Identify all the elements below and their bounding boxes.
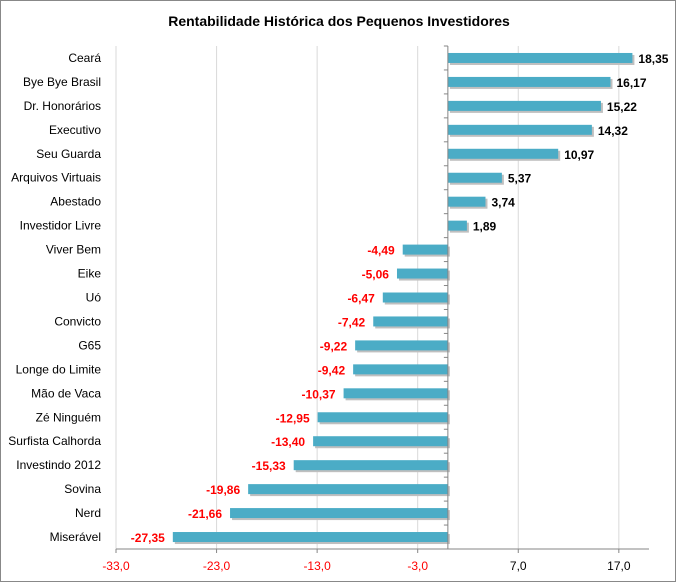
bar [447, 124, 592, 135]
labels: -33,0 -23,0 -13,0 -3,0 7,0 17,0 18,35 Ceará 16,1… [8, 51, 668, 573]
category-label: Ceará [68, 51, 101, 65]
data-label: -21,66 [188, 507, 222, 521]
data-label: -4,49 [367, 244, 395, 258]
bar [373, 316, 448, 327]
data-label: 18,35 [638, 52, 668, 66]
data-label: 15,22 [607, 100, 637, 114]
bar [382, 292, 448, 303]
data-label: -13,40 [271, 435, 305, 449]
bars [172, 52, 635, 545]
bar [248, 484, 448, 495]
category-label: Seu Guarda [36, 147, 101, 161]
category-label: Executivo [49, 123, 101, 137]
category-label: Miserável [50, 530, 101, 544]
bar [447, 52, 633, 63]
category-label: Surfista Calhorda [8, 434, 101, 448]
category-label: Zé Ninguém [36, 410, 101, 424]
bar [293, 460, 448, 471]
data-label: 10,97 [564, 148, 594, 162]
bar [353, 364, 448, 375]
data-label: -9,42 [318, 363, 346, 377]
bar [396, 268, 448, 279]
x-tick-label: -3,0 [407, 559, 428, 573]
x-tick-label: 17,0 [607, 559, 631, 573]
category-label: Viver Bem [46, 243, 101, 257]
data-label: 14,32 [598, 124, 628, 138]
x-tick-label: 7,0 [510, 559, 527, 573]
data-label: -19,86 [206, 483, 240, 497]
bar [230, 508, 448, 519]
category-label: Abestado [50, 195, 101, 209]
category-label: Convicto [54, 314, 101, 328]
bar [343, 388, 448, 399]
data-label: -5,06 [362, 268, 390, 282]
category-label: Eike [78, 267, 102, 281]
category-label: Sovina [64, 482, 101, 496]
bar [447, 76, 611, 87]
data-label: -12,95 [276, 411, 310, 425]
category-label: G65 [78, 338, 101, 352]
data-label: 1,89 [473, 220, 497, 234]
bar [447, 220, 467, 231]
x-tick-label: -13,0 [303, 559, 331, 573]
bar [447, 100, 601, 111]
data-label: -15,33 [252, 459, 286, 473]
category-label: Investidor Livre [20, 219, 102, 233]
category-label: Longe do Limite [16, 362, 102, 376]
category-label: Investindo 2012 [16, 458, 101, 472]
bar [447, 172, 502, 183]
data-label: 16,17 [616, 76, 646, 90]
bar [172, 532, 448, 543]
data-label: 3,74 [491, 196, 515, 210]
bar [317, 412, 448, 423]
category-label: Mão de Vaca [31, 386, 101, 400]
bar [447, 196, 486, 207]
category-label: Uó [86, 291, 102, 305]
data-label: -6,47 [347, 292, 375, 306]
x-tick-label: -23,0 [203, 559, 231, 573]
data-label: -7,42 [338, 315, 366, 329]
chart-title: Rentabilidade Histórica dos Pequenos Inv… [168, 13, 510, 29]
data-label: -27,35 [131, 531, 165, 545]
data-label: -9,22 [320, 339, 348, 353]
bar [447, 148, 559, 159]
data-label: 5,37 [508, 172, 532, 186]
category-label: Bye Bye Brasil [23, 75, 101, 89]
bar [313, 436, 448, 447]
bar [355, 340, 448, 351]
x-tick-label: -33,0 [102, 559, 130, 573]
axes [115, 45, 649, 553]
data-label: -10,37 [302, 387, 336, 401]
bar [402, 244, 448, 255]
category-label: Nerd [75, 506, 101, 520]
category-label: Dr. Honorários [24, 99, 101, 113]
category-label: Arquivos Virtuais [11, 171, 101, 185]
